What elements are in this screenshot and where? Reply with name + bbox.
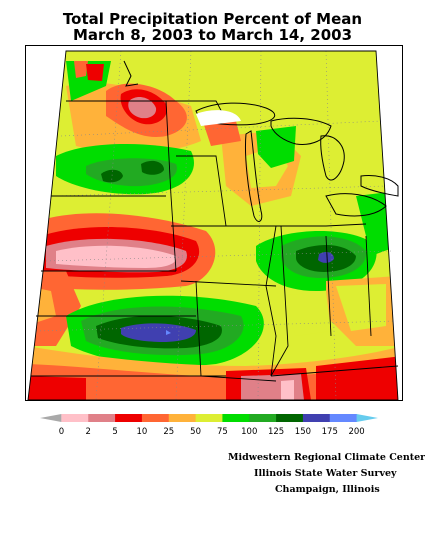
- legend-swatch: [115, 414, 143, 422]
- credit-line-2: Illinois State Water Survey: [254, 468, 397, 479]
- legend-swatch: [61, 414, 89, 422]
- legend-swatch: [88, 414, 116, 422]
- legend-swatch: [168, 414, 197, 422]
- map-date-range: March 8, 2003 to March 14, 2003: [72, 26, 353, 44]
- legend-swatch: [276, 414, 304, 422]
- legend-tick-label: 5: [112, 427, 117, 437]
- legend-swatch: [302, 414, 331, 422]
- legend: 0 2 5 10 25 50 75 100 125 150 175 200: [40, 412, 385, 442]
- legend-arrow-high: [356, 414, 378, 422]
- legend-tick-label: 125: [268, 427, 284, 437]
- graticule: [35, 50, 397, 400]
- legend-swatch: [329, 414, 358, 422]
- legend-swatch: [195, 414, 223, 422]
- legend-tick-label: 75: [217, 427, 228, 437]
- legend-swatch: [249, 414, 277, 422]
- legend-tick-label: 150: [295, 427, 311, 437]
- map-title: Total Precipitation Percent of Mean: [62, 10, 363, 28]
- credit-line-1: Midwestern Regional Climate Center: [228, 452, 425, 463]
- legend-tick-label: 10: [137, 427, 148, 437]
- legend-tick-label: 100: [241, 427, 257, 437]
- legend-tick-label: 2: [86, 427, 91, 437]
- legend-tick-label: 200: [348, 427, 364, 437]
- legend-tick-label: 50: [190, 427, 201, 437]
- great-lakes: [123, 60, 399, 222]
- credit-line-3: Champaign, Illinois: [275, 484, 380, 495]
- legend-tick-label: 0: [59, 427, 64, 437]
- state-boundaries: [27, 50, 399, 400]
- legend-tick-label: 175: [322, 427, 338, 437]
- legend-swatch: [141, 414, 170, 422]
- legend-tick-label: 25: [163, 427, 174, 437]
- legend-swatch: [222, 414, 250, 422]
- legend-arrow-low: [40, 414, 62, 422]
- precipitation-map: [25, 45, 403, 401]
- precipitation-field: [28, 51, 398, 400]
